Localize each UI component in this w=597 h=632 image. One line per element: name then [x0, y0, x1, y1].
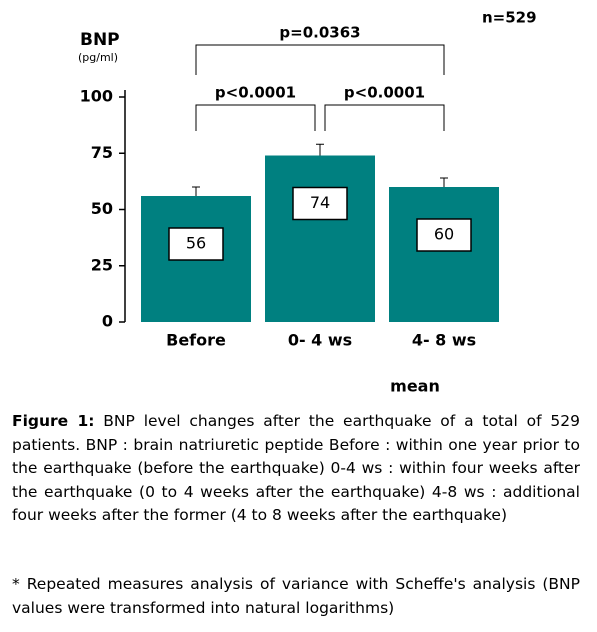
y-axis-label: BNP [80, 30, 120, 50]
bar [265, 155, 375, 322]
significance-bracket [195, 104, 316, 131]
value-label: 74 [310, 193, 330, 212]
value-label: 56 [186, 234, 206, 253]
caption: Figure 1: BNP level changes after the ea… [12, 410, 580, 528]
value-label: 60 [434, 225, 454, 244]
x-tick-label: 0- 4 ws [288, 331, 352, 350]
y-tick-label: 100 [80, 87, 113, 106]
value-label-box [292, 186, 348, 221]
value-label-box [168, 227, 224, 261]
chart: BNP (pg/ml) n=529 mean 0 25 50 75 100 Before 5… [78, 9, 537, 396]
sample-size: n=529 [482, 9, 537, 27]
x-note: mean [390, 377, 440, 396]
bar [389, 187, 499, 322]
y-axis-unit: (pg/ml) [78, 51, 118, 64]
x-tick-label: 4- 8 ws [412, 331, 476, 350]
value-label-box [416, 218, 472, 252]
p-value: p<0.0001 [215, 84, 296, 102]
p-value: p=0.0363 [279, 24, 360, 42]
x-tick-label: Before [166, 331, 226, 350]
y-tick-label: 0 [102, 312, 113, 331]
significance-bracket [324, 104, 445, 131]
significance-bracket [195, 44, 445, 75]
y-tick-label: 75 [91, 143, 113, 162]
caption-text: BNP level changes after the earthquake o… [12, 412, 580, 524]
y-tick-label: 50 [91, 199, 113, 218]
y-tick-label: 25 [91, 255, 113, 274]
caption-label: Figure 1: [12, 412, 95, 430]
caption-note: * Repeated measures analysis of variance… [12, 575, 580, 617]
p-value: p<0.0001 [344, 84, 425, 102]
